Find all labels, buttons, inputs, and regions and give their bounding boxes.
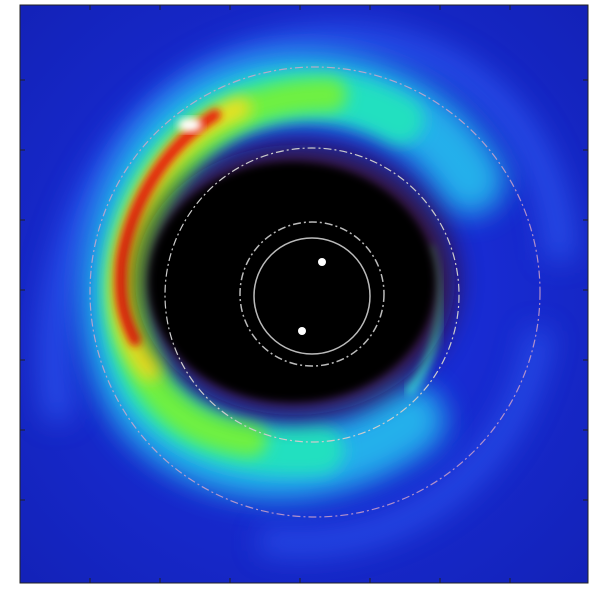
cavity [135, 145, 455, 415]
plot-area [20, 5, 588, 583]
simulation-image [0, 0, 593, 592]
point [318, 258, 326, 266]
page [0, 0, 593, 592]
point [298, 327, 306, 335]
